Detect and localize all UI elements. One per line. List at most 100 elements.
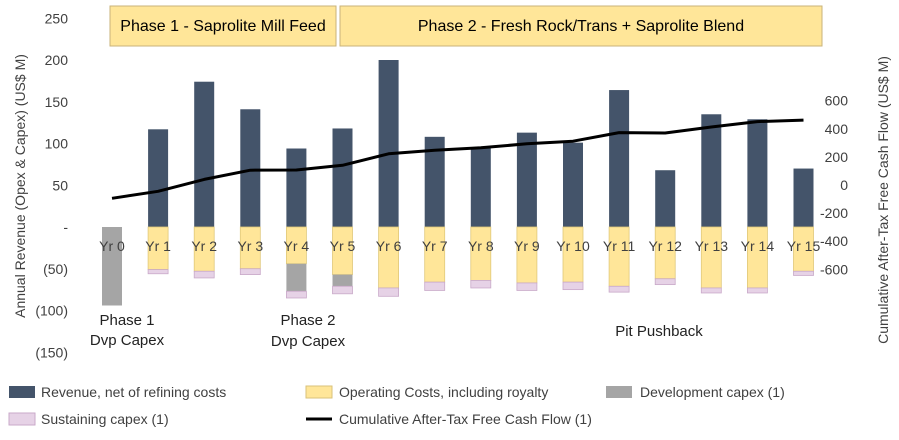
y-tick-label: 200 xyxy=(45,52,69,68)
phase-2-label: Phase 2 - Fresh Rock/Trans + Saprolite B… xyxy=(418,18,744,35)
revenue-bar xyxy=(793,168,814,227)
sustaining-capex-bar xyxy=(147,269,169,275)
legend-label-sustaining: Sustaining capex (1) xyxy=(41,411,169,427)
opex-bar xyxy=(608,226,630,287)
sustaining-capex-bar xyxy=(470,280,492,289)
sustaining-capex-bar xyxy=(239,268,261,275)
category-label: Yr 13 xyxy=(695,238,729,254)
sustaining-capex-bar xyxy=(747,287,768,294)
y2-axis-title: Cumulative After-Tax Free Cash Flow (US$… xyxy=(875,56,891,344)
y2-tick-label: -600 xyxy=(820,261,848,277)
legend-swatch-sustaining xyxy=(8,412,36,426)
legend-swatch-devcapex xyxy=(606,386,632,398)
sustaining-capex-bar xyxy=(424,281,446,291)
y2-tick-label: 600 xyxy=(825,93,849,109)
y-tick-label: (100) xyxy=(35,303,68,319)
y2-tick-label: 400 xyxy=(825,121,849,137)
legend-swatch-opex xyxy=(305,385,333,399)
revenue-bar xyxy=(332,128,353,227)
y2-tick-label: -400 xyxy=(820,233,848,249)
y-tick-label: 250 xyxy=(45,10,69,26)
y2-tick-label: 0 xyxy=(840,177,848,193)
legend-label-cumulative: Cumulative After-Tax Free Cash Flow (1) xyxy=(339,411,592,427)
y-tick-label: (50) xyxy=(43,261,68,277)
y-tick-label: - xyxy=(63,219,68,235)
sustaining-capex-bar xyxy=(516,282,538,291)
legend-label-devcapex: Development capex (1) xyxy=(640,384,785,400)
revenue-bar xyxy=(470,147,491,227)
legend-label-revenue: Revenue, net of refining costs xyxy=(41,384,226,400)
revenue-bar xyxy=(563,142,583,227)
y-tick-label: 100 xyxy=(45,136,69,152)
sustaining-capex-bar xyxy=(608,285,630,293)
revenue-bar xyxy=(609,90,630,227)
sustaining-capex-bar xyxy=(285,290,307,299)
dev-capex-bar xyxy=(102,227,122,306)
opex-bar xyxy=(516,226,538,284)
y2-tick-label: 200 xyxy=(825,149,849,165)
category-label: Yr 1 xyxy=(145,238,171,254)
legend-label-opex: Operating Costs, including royalty xyxy=(339,384,548,400)
y-axis-ticks: 250 200 150 100 50 - (50) (100) (150) xyxy=(35,10,68,360)
category-label: Yr 12 xyxy=(648,238,682,254)
annotation-phase2-capex-line2: Dvp Capex xyxy=(271,333,346,350)
revenue-bar xyxy=(516,132,537,227)
revenue-bar xyxy=(148,129,169,227)
category-label: Yr 3 xyxy=(237,238,263,254)
sustaining-capex-bar xyxy=(793,270,814,276)
revenue-bar xyxy=(240,109,261,227)
y-tick-label: 50 xyxy=(52,177,68,193)
sustaining-capex-bar xyxy=(193,270,215,279)
legend-swatch-revenue xyxy=(9,386,35,398)
opex-bar xyxy=(562,226,584,283)
category-label: Yr 7 xyxy=(422,238,448,254)
sustaining-capex-bar xyxy=(654,278,676,286)
sustaining-capex-bar xyxy=(700,287,722,294)
opex-bar xyxy=(424,226,446,283)
bars-group xyxy=(102,60,814,306)
annotation-pit-pushback: Pit Pushback xyxy=(615,323,703,340)
category-label: Yr 10 xyxy=(556,238,590,254)
y2-tick-label: -200 xyxy=(820,205,848,221)
revenue-bar xyxy=(194,81,215,228)
category-label: Yr 14 xyxy=(741,238,775,254)
phase-1-label: Phase 1 - Saprolite Mill Feed xyxy=(120,18,325,35)
revenue-bar xyxy=(378,60,399,227)
phase-2-banner xyxy=(339,5,823,47)
revenue-bar xyxy=(701,114,722,227)
opex-bar xyxy=(378,226,400,289)
category-label: Yr 0 xyxy=(99,238,125,254)
annotation-phase2-capex-line1: Phase 2 xyxy=(280,312,335,329)
category-label: Yr 8 xyxy=(468,238,494,254)
category-label: Yr 5 xyxy=(330,238,356,254)
y-axis-title: Annual Revenue (Opex & Capex) (US$ M) xyxy=(12,54,28,318)
category-labels: Yr 0 Yr 1 Yr 2 Yr 3 Yr 4 Yr 5 Yr 6 Yr 7 Yr 8 Yr 9… xyxy=(99,238,820,254)
cumulative-fcf-line xyxy=(111,118,804,200)
category-label: Yr 11 xyxy=(603,238,636,254)
sustaining-capex-bar xyxy=(562,281,584,291)
annotation-phase1-capex-line2: Dvp Capex xyxy=(90,332,165,349)
category-label: Yr 6 xyxy=(376,238,402,254)
opex-bar xyxy=(747,226,768,289)
revenue-bar xyxy=(424,136,445,227)
y-tick-label: 150 xyxy=(45,94,69,110)
dev-capex-bar xyxy=(286,263,307,292)
dev-capex-bar xyxy=(332,274,353,287)
annotation-phase1-capex-line1: Phase 1 xyxy=(99,312,154,329)
phase-1-banner xyxy=(109,5,337,47)
category-label: Yr 2 xyxy=(191,238,217,254)
legend: Revenue, net of refining costs Operating… xyxy=(8,384,785,427)
revenue-bar xyxy=(286,148,307,227)
category-label: Yr 15 xyxy=(787,238,821,254)
revenue-bar xyxy=(655,170,676,227)
category-label: Yr 4 xyxy=(284,238,310,254)
sustaining-capex-bar xyxy=(332,285,353,295)
cumulative-line-group xyxy=(111,118,804,200)
revenue-bar xyxy=(747,119,768,227)
opex-bar xyxy=(700,226,722,289)
y2-axis-ticks: 600 400 200 0 -200 -400 -600 xyxy=(820,93,848,278)
sustaining-capex-bar xyxy=(378,287,400,297)
y-tick-label: (150) xyxy=(35,344,68,360)
